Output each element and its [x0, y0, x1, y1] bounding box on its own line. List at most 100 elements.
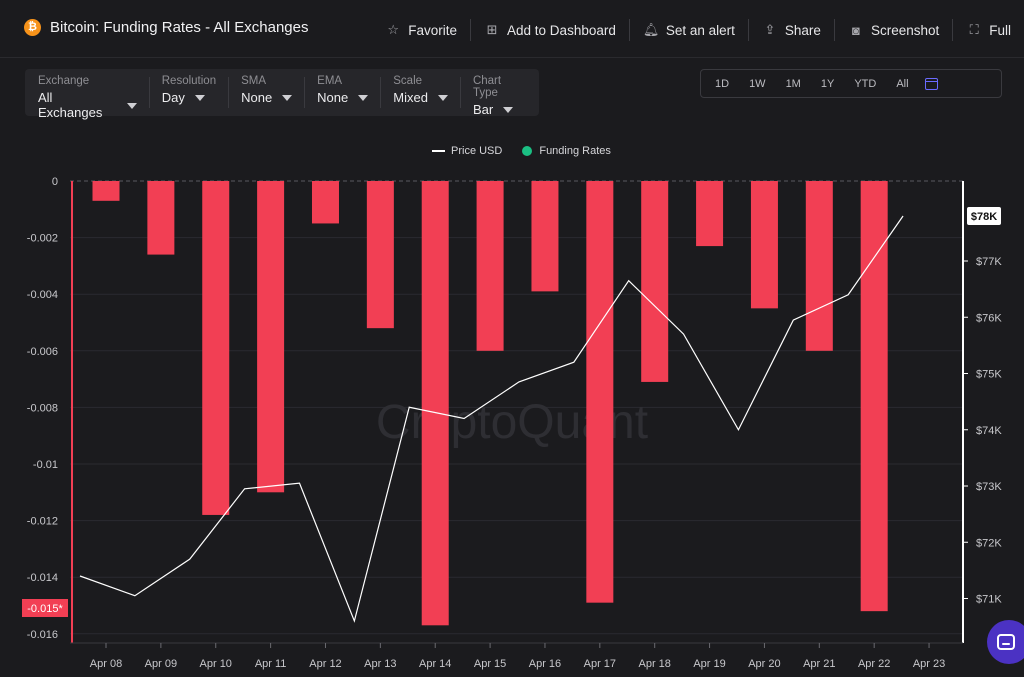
scale-select-label: Scale: [393, 75, 423, 87]
legend-price-label[interactable]: Price USD: [451, 145, 503, 157]
ema-select-label: EMA: [317, 75, 343, 87]
last-price-badge: [967, 207, 1001, 225]
right-tick-label: $75K: [976, 369, 1002, 381]
bell-icon: 🔔︎: [642, 22, 660, 37]
chat-support-button[interactable]: [987, 620, 1024, 664]
screenshot-label: Screenshot: [870, 22, 940, 38]
camera-icon: ◙: [852, 22, 860, 38]
funding-rate-bar: [476, 181, 504, 351]
sma-select[interactable]: SMA None: [228, 69, 304, 116]
page-title: Bitcoin: Funding Rates - All Exchanges: [50, 19, 309, 36]
funding-rate-bar: [750, 181, 778, 309]
funding-rate-bar: [421, 181, 449, 626]
chart-type-select-value: Bar: [472, 102, 494, 117]
calendar-icon[interactable]: [924, 77, 938, 90]
chart-controls: Exchange All Exchanges Resolution Day SM…: [25, 69, 539, 120]
funding-rate-bar: [641, 181, 669, 382]
range-ytd-button[interactable]: YTD: [854, 77, 877, 90]
x-tick-label: Apr 12: [309, 658, 341, 670]
header-actions: ☆ Favorite ⊞ Add to Dashboard 🔔︎ Set an …: [372, 18, 1024, 42]
chat-icon: [997, 634, 1015, 650]
x-tick-label: Apr 13: [364, 658, 396, 670]
right-tick-label: $77K: [976, 256, 1002, 268]
scale-select-value: Mixed: [393, 90, 428, 105]
x-tick-label: Apr 20: [748, 658, 780, 670]
left-tick-label: -0.004: [27, 289, 58, 301]
share-button[interactable]: ⇪ Share: [749, 18, 834, 42]
x-tick-label: Apr 18: [638, 658, 670, 670]
favorite-label: Favorite: [408, 22, 458, 38]
exchange-select[interactable]: Exchange All Exchanges: [25, 69, 149, 120]
range-all-button[interactable]: All: [896, 77, 909, 90]
funding-rate-bar: [531, 181, 559, 292]
left-tick-label: -0.014: [27, 572, 58, 584]
left-tick-label: -0.016: [27, 629, 58, 641]
x-tick-label: Apr 11: [255, 658, 287, 670]
axes: 0 -0.002 -0.004 -0.006 -0.008 -0.01 -0.012 -0.0…: [22, 176, 1002, 670]
caret-down-icon: [126, 102, 137, 109]
funding-rate-bar: [92, 181, 120, 201]
funding-rate-bar: [366, 181, 394, 329]
range-1m-button[interactable]: 1M: [785, 77, 801, 90]
chart-type-select-label: Chart Type: [472, 75, 502, 99]
x-tick-label: Apr 16: [529, 658, 561, 670]
caret-down-icon: [503, 107, 514, 113]
favorite-button[interactable]: ☆ Favorite: [372, 18, 470, 42]
x-tick-label: Apr 17: [584, 658, 616, 670]
right-tick-label: $71K: [976, 594, 1002, 606]
set-alert-button[interactable]: 🔔︎ Set an alert: [630, 18, 748, 42]
fullscreen-button[interactable]: ⛶ Full: [953, 18, 1024, 42]
range-1y-button[interactable]: 1Y: [820, 77, 835, 90]
funding-rate-bar: [311, 181, 339, 224]
left-tick-label: -0.012: [27, 516, 58, 528]
share-label: Share: [784, 22, 821, 38]
set-alert-label: Set an alert: [665, 22, 735, 38]
caret-down-icon: [358, 95, 369, 101]
bitcoin-icon: ₿: [24, 19, 41, 36]
divider: [470, 19, 472, 41]
funding-rate-bar: [696, 181, 724, 247]
title-group: ₿ Bitcoin: Funding Rates - All Exchanges: [24, 19, 308, 36]
star-icon: ☆: [387, 22, 400, 37]
caret-down-icon: [194, 95, 205, 101]
right-tick-label: $73K: [976, 481, 1002, 493]
screenshot-button[interactable]: ◙ Screenshot: [835, 18, 952, 42]
x-tick-label: Apr 10: [200, 658, 232, 670]
share-icon: ⇪: [764, 22, 776, 37]
right-tick-label: $76K: [976, 312, 1002, 324]
funding-rate-bar: [202, 181, 230, 515]
x-tick-label: Apr 15: [474, 658, 506, 670]
x-tick-label: Apr 14: [419, 658, 451, 670]
left-tick-label: 0: [52, 176, 58, 188]
left-tick-label: -0.006: [27, 346, 58, 358]
chart-type-select[interactable]: Chart Type Bar: [459, 69, 539, 117]
x-tick-label: Apr 22: [858, 658, 890, 670]
x-tick-label: Apr 19: [693, 658, 725, 670]
add-to-dashboard-button[interactable]: ⊞ Add to Dashboard: [471, 18, 629, 42]
price-line: [79, 215, 904, 623]
fullscreen-label: Full: [989, 22, 1011, 38]
sma-select-value: None: [241, 90, 273, 105]
funding-dot-swatch: [522, 146, 533, 156]
caret-down-icon: [282, 95, 293, 101]
left-tick-label: -0.01: [33, 459, 58, 471]
left-tick-label: -0.008: [27, 402, 58, 414]
resolution-select-value: Day: [161, 90, 185, 105]
scale-select[interactable]: Scale Mixed: [380, 69, 460, 116]
right-tick-label: $72K: [976, 537, 1002, 549]
range-1w-button[interactable]: 1W: [749, 77, 766, 90]
funding-rate-bar: [860, 181, 888, 612]
resolution-select-label: Resolution: [161, 75, 217, 87]
legend-funding-label[interactable]: Funding Rates: [539, 145, 611, 157]
add-to-dashboard-label: Add to Dashboard: [507, 22, 616, 38]
divider: [747, 19, 749, 41]
bar-series: [92, 181, 888, 626]
funding-rate-bar: [147, 181, 175, 255]
ema-select[interactable]: EMA None: [304, 69, 380, 116]
x-tick-label: Apr 23: [913, 658, 945, 670]
range-1d-button[interactable]: 1D: [715, 77, 730, 90]
exchange-select-value: All Exchanges: [38, 90, 103, 120]
resolution-select[interactable]: Resolution Day: [148, 69, 228, 116]
price-line-swatch: [432, 150, 445, 152]
